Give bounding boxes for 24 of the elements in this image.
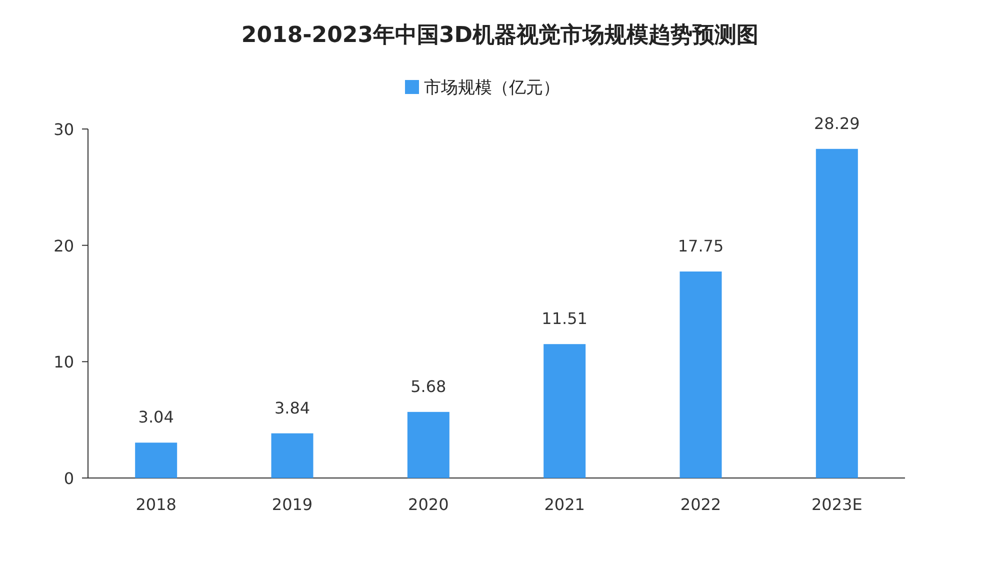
y-tick-label: 0 <box>64 469 74 488</box>
bar <box>544 344 586 478</box>
x-tick-label: 2021 <box>544 495 585 514</box>
y-tick-label: 20 <box>54 236 74 256</box>
data-label: 28.29 <box>814 114 860 133</box>
x-tick-label: 2022 <box>680 495 722 514</box>
bar <box>407 412 450 478</box>
bar <box>135 442 178 478</box>
data-label: 3.04 <box>138 408 174 427</box>
x-tick-label: 2020 <box>408 495 449 514</box>
x-tick-label: 2023E <box>812 495 862 514</box>
data-label: 3.84 <box>274 398 310 418</box>
y-tick-label: 10 <box>54 352 74 372</box>
bar <box>271 433 314 478</box>
bar <box>680 272 722 478</box>
bar <box>816 148 858 478</box>
y-tick-label: 30 <box>54 120 74 139</box>
data-label: 11.51 <box>542 309 588 328</box>
legend-label: 市场规模（亿元） <box>424 78 560 98</box>
data-label: 17.75 <box>678 236 724 256</box>
chart-title: 2018-2023年中国3D机器视觉市场规模趋势预测图 <box>241 22 759 48</box>
data-label: 5.68 <box>410 376 446 396</box>
x-tick-label: 2019 <box>272 495 313 514</box>
x-tick-label: 2018 <box>136 495 176 514</box>
